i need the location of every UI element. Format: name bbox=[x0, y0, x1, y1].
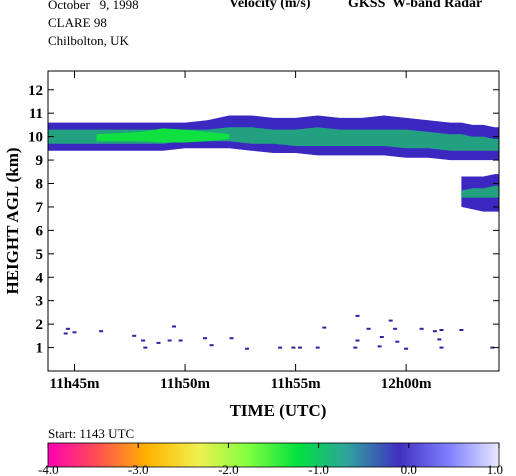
start-time-label: Start: 1143 UTC bbox=[48, 426, 134, 441]
low-echo-point bbox=[355, 314, 360, 317]
low-echo-point bbox=[99, 330, 104, 333]
low-echo-point bbox=[143, 346, 148, 349]
low-echo-point bbox=[353, 346, 358, 349]
low-echo-point bbox=[203, 337, 207, 340]
low-echo-point bbox=[245, 347, 249, 350]
low-echo-point bbox=[419, 327, 424, 330]
x-axis: 11h45m 11h50m 11h55m 12h00m bbox=[50, 71, 432, 392]
y-tick-label: 8 bbox=[36, 177, 44, 193]
plot-area bbox=[48, 115, 499, 350]
low-echo-point bbox=[167, 339, 172, 342]
low-echo-point bbox=[459, 329, 464, 331]
colorbar-tick-label: 0.0 bbox=[401, 462, 417, 476]
y-tick-label: 2 bbox=[36, 317, 44, 333]
x-tick-label: 12h00m bbox=[381, 376, 432, 392]
x-tick-label: 11h55m bbox=[271, 376, 322, 392]
low-echo-point bbox=[439, 346, 444, 349]
low-echo-point bbox=[156, 341, 161, 344]
low-echo-point bbox=[172, 325, 176, 328]
instrument-title: GKSS W-band Radar bbox=[348, 0, 483, 11]
colorbar-ticks: -4.0 -3.0 -2.0 -1.0 0.0 1.0 bbox=[38, 443, 503, 476]
variable-title: Velocity (m/s) bbox=[229, 0, 311, 11]
low-echo-point bbox=[490, 346, 495, 349]
low-echo-point bbox=[432, 330, 437, 333]
low-echo-point bbox=[439, 329, 444, 331]
campaign-label: CLARE 98 bbox=[48, 15, 107, 30]
date-label: October 9, 1998 bbox=[48, 0, 139, 12]
low-echo-point bbox=[388, 319, 393, 322]
y-tick-label: 4 bbox=[36, 270, 44, 286]
low-echo-point bbox=[229, 337, 234, 340]
low-echo-point bbox=[178, 339, 183, 342]
y-axis-label: HEIGHT AGL (km) bbox=[3, 147, 22, 294]
low-echo-point bbox=[437, 338, 442, 341]
x-tick-label: 11h50m bbox=[160, 376, 211, 392]
low-echo-point bbox=[72, 331, 77, 334]
low-echo-point bbox=[278, 346, 283, 349]
colorbar bbox=[47, 442, 500, 468]
plot-frame bbox=[47, 70, 500, 372]
low-echo-point bbox=[322, 326, 327, 329]
low-echo-point bbox=[132, 334, 137, 337]
y-tick-label: 5 bbox=[36, 247, 44, 263]
low-echo-point bbox=[209, 344, 214, 347]
low-echo-point bbox=[141, 339, 146, 342]
low-echo-point bbox=[298, 346, 302, 349]
site-label: Chilbolton, UK bbox=[48, 33, 129, 48]
low-echo-point bbox=[291, 346, 296, 349]
y-tick-label: 3 bbox=[36, 294, 44, 310]
y-tick-label: 6 bbox=[36, 223, 44, 239]
low-echo-point bbox=[404, 347, 409, 350]
low-echo-point bbox=[355, 339, 360, 342]
y-tick-label: 1 bbox=[36, 341, 44, 357]
lower-lobe-core bbox=[461, 185, 499, 198]
colorbar-tick-label: -2.0 bbox=[218, 462, 239, 476]
y-tick-label: 9 bbox=[36, 153, 44, 169]
colorbar-tick-label: -1.0 bbox=[308, 462, 329, 476]
low-echo-point bbox=[366, 327, 371, 330]
y-tick-label: 11 bbox=[29, 106, 43, 122]
y-tick-label: 7 bbox=[36, 200, 44, 216]
x-tick-label: 11h45m bbox=[50, 376, 101, 392]
x-axis-label: TIME (UTC) bbox=[230, 401, 327, 420]
fast-fall-region bbox=[96, 128, 230, 143]
colorbar-tick-label: 1.0 bbox=[487, 462, 503, 476]
low-echo-point bbox=[65, 327, 70, 330]
low-echo-point bbox=[393, 327, 398, 330]
low-echo-point bbox=[379, 336, 384, 338]
y-tick-label: 12 bbox=[28, 83, 43, 99]
colorbar-tick-label: -4.0 bbox=[38, 462, 59, 476]
low-echo-point bbox=[395, 340, 400, 343]
colorbar-tick-label: -3.0 bbox=[128, 462, 149, 476]
low-echo-point bbox=[63, 332, 68, 335]
low-echo-point bbox=[377, 345, 382, 348]
low-echo-point bbox=[315, 346, 320, 349]
y-tick-label: 10 bbox=[28, 130, 43, 146]
